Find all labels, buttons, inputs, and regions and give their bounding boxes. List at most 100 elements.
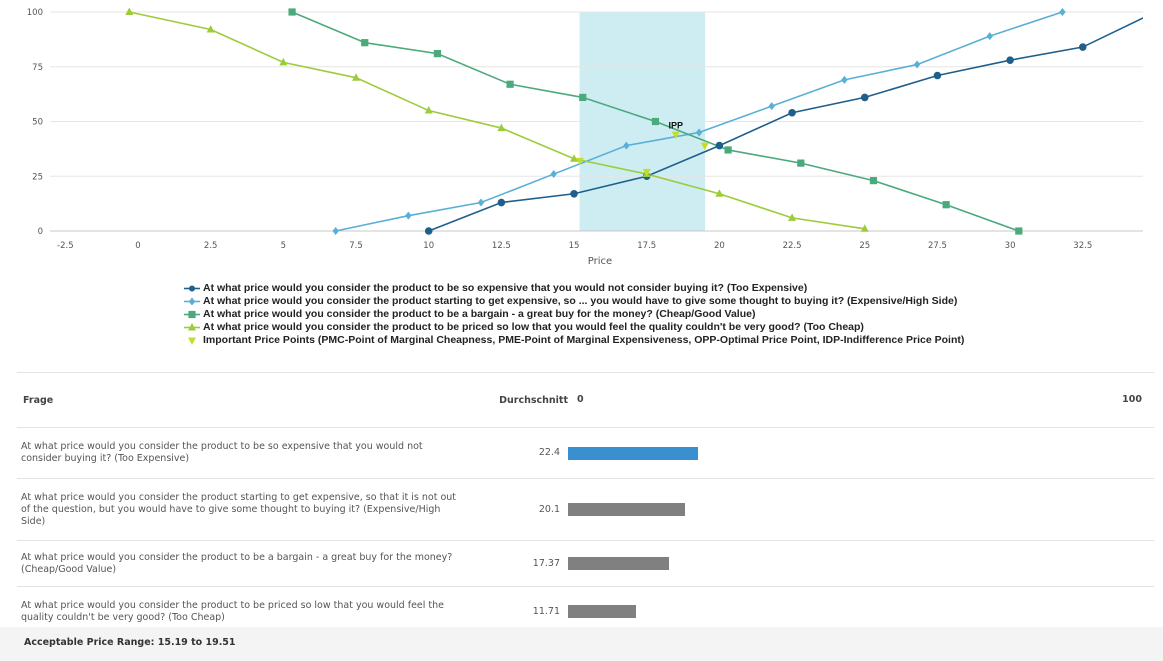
y-tick-label: 100 (27, 8, 43, 18)
data-point (477, 198, 485, 207)
data-point (623, 141, 630, 150)
data-point (188, 310, 196, 319)
data-point (841, 75, 848, 84)
data-point (433, 50, 442, 58)
question-table: Frage Durchschnitt 0 100 At what price w… (17, 372, 1154, 637)
data-point (933, 71, 942, 80)
ipp-annotation: IPP (669, 121, 684, 131)
price-sensitivity-chart: 0 25 50 75 100 -2.5 0 2.5 5 7.5 10 12.5 15 17.5 20 22.5… (27, 7, 1160, 267)
data-point (497, 123, 506, 132)
question-text-cell: At what price would you consider the pro… (17, 540, 488, 587)
legend-label: At what price would you consider the pro… (203, 282, 808, 294)
data-point (695, 128, 703, 137)
data-point (797, 159, 805, 167)
table-row: At what price would you consider the pro… (17, 478, 1154, 541)
legend-item[interactable]: At what price would you consider the pro… (182, 282, 964, 295)
data-point (550, 170, 557, 179)
x-tick-label: 5 (281, 241, 286, 251)
average-bar (568, 557, 669, 570)
data-point (724, 146, 732, 154)
average-bar (568, 503, 685, 516)
x-tick-label: 27.5 (928, 241, 947, 251)
table-header-row: Frage Durchschnitt 0 100 (17, 372, 1154, 428)
data-point (715, 189, 724, 197)
data-point (651, 117, 660, 126)
x-tick-label: 0 (135, 241, 140, 251)
column-header-question: Frage (17, 372, 488, 428)
column-header-scale: 0 100 (568, 372, 1154, 428)
data-point (1006, 56, 1014, 64)
legend-item[interactable]: Important Price Points (PMC-Point of Mar… (182, 334, 964, 347)
legend-symbol (184, 285, 200, 292)
data-point (424, 106, 433, 114)
data-point (570, 189, 578, 198)
legend-symbol (184, 297, 200, 306)
data-point (913, 60, 921, 69)
legend-label: At what price would you consider the pro… (203, 295, 958, 307)
data-point (642, 168, 651, 177)
data-point (1078, 43, 1087, 51)
data-point (352, 73, 361, 81)
x-tick-label: 32.5 (1073, 241, 1092, 251)
legend-label: Important Price Points (PMC-Point of Mar… (203, 334, 965, 346)
x-tick-label: 25 (859, 241, 870, 251)
acceptable-price-range-footer: Acceptable Price Range: 15.19 to 19.51 (0, 627, 1163, 661)
data-point (497, 198, 506, 207)
data-point (188, 323, 196, 331)
data-point (986, 32, 993, 41)
data-point (125, 7, 134, 15)
x-tick-label: 22.5 (783, 241, 802, 251)
data-point (1015, 227, 1023, 235)
x-tick-label: 7.5 (349, 241, 363, 251)
legend-item[interactable]: At what price would you consider the pro… (182, 308, 964, 321)
data-point (575, 157, 584, 166)
x-tick-label: 20 (714, 241, 725, 251)
average-value: 17.37 (488, 540, 568, 587)
x-tick-label: -2.5 (57, 241, 74, 251)
average-bar (568, 446, 698, 460)
bar-cell (568, 540, 1154, 587)
table-row: At what price would you consider the pro… (17, 540, 1154, 587)
series-group (125, 7, 1160, 235)
data-point (715, 141, 724, 150)
table-row: At what price would you consider the pro… (17, 427, 1154, 479)
scale-min-label: 0 (577, 394, 584, 405)
data-point (188, 297, 196, 306)
data-point (700, 142, 709, 151)
y-tick-label: 25 (32, 172, 43, 182)
data-point (1152, 8, 1160, 16)
legend-label: At what price would you consider the pro… (203, 321, 864, 333)
acceptable-price-range-text: Acceptable Price Range: 15.19 to 19.51 (24, 637, 236, 648)
data-point (424, 227, 433, 235)
data-point (279, 57, 288, 66)
data-point (332, 227, 339, 235)
scale-max-label: 100 (1122, 394, 1142, 405)
average-value: 22.4 (488, 427, 568, 479)
y-tick-label: 0 (38, 227, 43, 237)
legend-item[interactable]: At what price would you consider the pro… (182, 295, 964, 308)
x-tick-label: 15 (569, 241, 580, 251)
legend-symbol (184, 323, 200, 331)
question-text-cell: At what price would you consider the pro… (17, 427, 488, 479)
legend-symbol (188, 337, 196, 345)
legend-symbol (184, 310, 200, 319)
legend-label: At what price would you consider the pro… (203, 308, 756, 320)
data-point (188, 337, 196, 345)
x-tick-label: 2.5 (204, 241, 218, 251)
data-point (506, 80, 514, 88)
x-axis-title: Price (588, 256, 612, 267)
data-point (788, 213, 797, 221)
legend-item[interactable]: At what price would you consider the pro… (182, 321, 964, 334)
data-point (206, 25, 215, 33)
question-text: At what price would you consider the pro… (21, 441, 423, 464)
data-point (189, 285, 195, 292)
chart-legend: At what price would you consider the pro… (182, 282, 964, 347)
data-point (788, 108, 796, 117)
data-point (288, 8, 296, 16)
y-tick-label: 50 (32, 118, 43, 128)
question-text: At what price would you consider the pro… (21, 551, 453, 575)
data-point (768, 102, 775, 111)
x-tick-label: 30 (1005, 241, 1016, 251)
bar-cell (568, 427, 1154, 479)
average-value: 20.1 (488, 478, 568, 541)
